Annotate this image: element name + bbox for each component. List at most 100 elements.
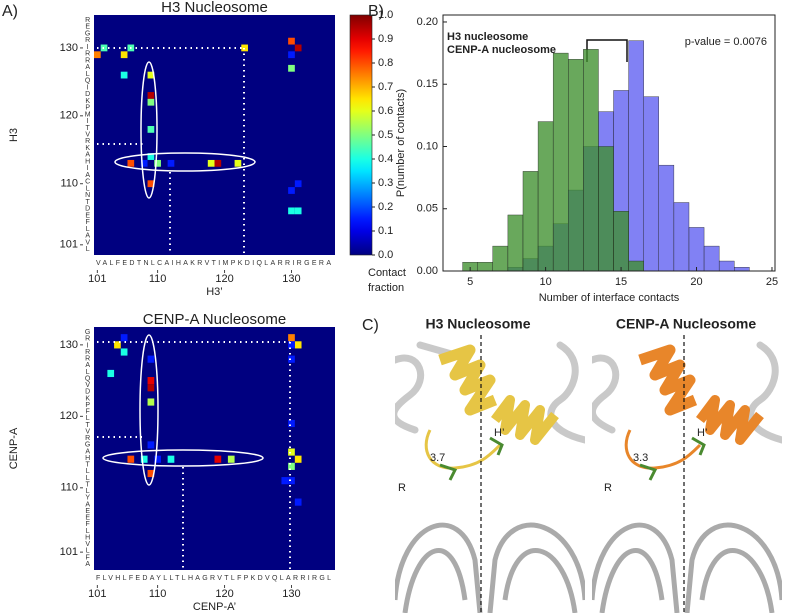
axes-frame [442, 14, 776, 272]
x-sequence: VALFEDTNLCAIHAKRVTIMPKDIQLARRIRGERA [96, 260, 331, 267]
y-sequence: GRIRRALQVDKPFLTVRGAHTLLTLYAEEFLHVLFA [84, 329, 91, 568]
histogram-bar [613, 211, 629, 272]
histogram-bar [628, 260, 644, 272]
heatmap-cell [107, 369, 115, 378]
heatmap-cell [288, 462, 295, 470]
x-tick-label: 110 [149, 273, 167, 285]
residue-label: R [398, 482, 406, 494]
colorbar-tick-label: 0.3 [378, 177, 393, 189]
heatmap [94, 327, 335, 570]
image-title: H3 Nucleosome [425, 316, 530, 332]
heatmap-cell [294, 44, 302, 52]
histogram-bar [507, 214, 524, 272]
structure-image [592, 341, 782, 613]
x-tick-label: 120 [215, 588, 233, 600]
heatmap-cell [288, 51, 295, 59]
y-tick-label: 0.00 [417, 265, 438, 277]
histogram-bar [643, 96, 660, 272]
distance-label: 3.7 [430, 452, 445, 464]
y-axis-label: P(number of contacts) [395, 89, 407, 197]
legend-entry: CENP-A nucleosome [447, 44, 556, 56]
histogram-bar [522, 171, 539, 272]
heatmap-cell [94, 51, 101, 59]
x-sequence: FLVHLFEDAYLLTLHAGRVTLFPKDVQLARRIRGL [96, 575, 331, 582]
heatmap-cell [147, 92, 155, 99]
colorbar-tick-label: 0.8 [378, 57, 393, 69]
heatmap-cell [147, 98, 155, 106]
histogram-bar [658, 164, 675, 272]
heatmap-cell [120, 71, 128, 79]
image-title: CENP-A Nucleosome [616, 316, 757, 332]
y-axis-label: CENP-A [8, 427, 20, 469]
x-axis-label: H3’ [206, 286, 223, 298]
structure-image [395, 341, 585, 613]
colorbar-tick-label: 1.0 [378, 9, 393, 21]
histogram-bar [734, 267, 750, 272]
x-tick-label: 130 [282, 588, 300, 600]
y-tick-label: 101 [60, 546, 78, 558]
heatmap-cell [207, 159, 215, 167]
heatmap-cell [120, 348, 128, 356]
colorbar-label: Contact [368, 267, 406, 279]
ellipse [102, 449, 264, 467]
heatmap-cell [234, 159, 242, 167]
colorbar-tick-label: 0.0 [378, 249, 393, 261]
ellipse [114, 152, 256, 172]
heatmap-cell [294, 498, 302, 506]
histogram-bar [477, 262, 493, 272]
histogram-bar [703, 245, 720, 272]
heatmap-cell [288, 334, 295, 342]
heatmap-cell [288, 448, 295, 456]
heatmap-cell [214, 159, 222, 167]
heatmap-cell [288, 419, 295, 428]
x-tick-label: 15 [615, 276, 627, 288]
y-tick-label: 130 [60, 42, 78, 54]
x-tick-label: 10 [539, 276, 551, 288]
histogram-bar [537, 121, 554, 272]
heatmap-cell [147, 71, 155, 79]
histogram-bar [718, 260, 735, 272]
heatmap-cell [288, 477, 295, 485]
heatmap-cell [281, 477, 289, 485]
heatmap [94, 15, 335, 255]
annotations-bottom [97, 334, 291, 569]
x-tick-label: 101 [88, 588, 106, 600]
heatmap-cell [294, 180, 302, 188]
residue-label: H’ [494, 427, 504, 439]
heatmap-cell [288, 64, 295, 72]
panel-label: B) [368, 3, 384, 20]
y-sequence: REGRIRRALQIDKPMITVRKAHIACLNTDEFLAVL [84, 17, 91, 253]
y-tick-label: 120 [60, 410, 78, 422]
histogram-bar [598, 146, 614, 272]
heatmap-cell [288, 207, 295, 215]
heatmap-cell [294, 341, 302, 349]
y-tick-label: 130 [60, 339, 78, 351]
x-tick-label: 5 [467, 276, 473, 288]
ellipse [140, 61, 158, 199]
x-tick-label: 130 [282, 273, 300, 285]
heatmap-cell [147, 180, 155, 188]
heatmap-cell [288, 187, 295, 194]
x-tick-label: 25 [766, 276, 778, 288]
x-axis-label: CENP-A’ [193, 601, 236, 613]
y-tick-label: 0.05 [417, 203, 438, 215]
legend-entry: H3 nucleosome [447, 31, 528, 43]
heatmap-cell [147, 398, 155, 406]
heatmap-cell [294, 455, 302, 463]
colorbar-tick-label: 0.2 [378, 201, 393, 213]
heatmap-cell [147, 377, 155, 385]
heatmap-cell [127, 159, 135, 167]
colorbar-tick-label: 0.7 [378, 81, 393, 93]
y-tick-label: 0.20 [417, 16, 438, 28]
panel-label: A) [2, 3, 18, 20]
colorbar-tick-label: 0.4 [378, 153, 393, 165]
heatmap-cell [120, 334, 128, 342]
y-tick-label: 120 [60, 110, 78, 122]
heatmap-cell [114, 341, 121, 349]
chart-title: CENP-A Nucleosome [143, 311, 286, 328]
plot-background [94, 327, 335, 570]
y-axis-label: H3 [8, 128, 20, 142]
heatmap-cell [120, 51, 128, 59]
heatmap-cell [100, 44, 108, 52]
heatmap-cell [140, 159, 148, 167]
